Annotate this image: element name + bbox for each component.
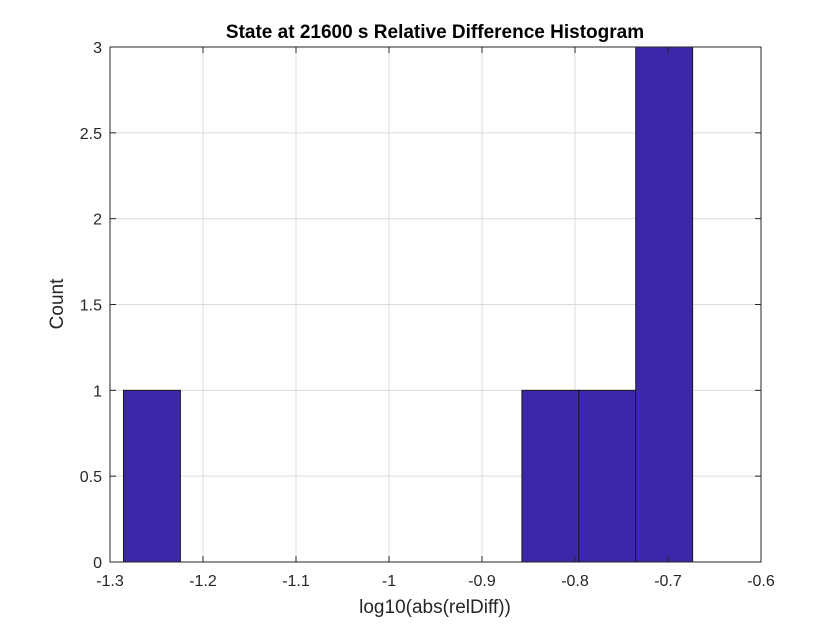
histogram-bar [521, 389, 580, 563]
y-tick-label: 1.5 [80, 298, 102, 315]
histogram-bar [122, 389, 181, 563]
y-tick-label: 0 [93, 555, 102, 572]
x-tick-label: -1.2 [189, 573, 217, 590]
y-tick-label: 2.5 [80, 126, 102, 143]
histogram-bars [122, 46, 694, 563]
y-tick-label: 3 [93, 40, 102, 57]
x-tick-label: -0.9 [468, 573, 496, 590]
y-tick-label: 0.5 [80, 469, 102, 486]
histogram-bar [578, 389, 637, 563]
y-tick-label: 2 [93, 212, 102, 229]
y-tick-labels: 0 0.5 1 1.5 2 2.5 3 [80, 40, 761, 572]
y-axis-label: Count [47, 278, 68, 329]
chart-title: State at 21600 s Relative Difference His… [226, 22, 644, 43]
x-axis-label: log10(abs(relDiff)) [359, 597, 511, 618]
x-tick-label: -0.6 [747, 573, 775, 590]
x-tick-label: -0.7 [654, 573, 682, 590]
x-tick-labels: -1.3 -1.2 -1.1 -1 -0.9 -0.8 -0.7 -0.6 [96, 47, 775, 590]
x-tick-label: -1.3 [96, 573, 124, 590]
histogram-bar [635, 46, 694, 563]
x-tick-label: -1 [382, 573, 396, 590]
x-tick-label: -1.1 [282, 573, 310, 590]
y-tick-label: 1 [93, 383, 102, 400]
x-tick-label: -0.8 [561, 573, 589, 590]
